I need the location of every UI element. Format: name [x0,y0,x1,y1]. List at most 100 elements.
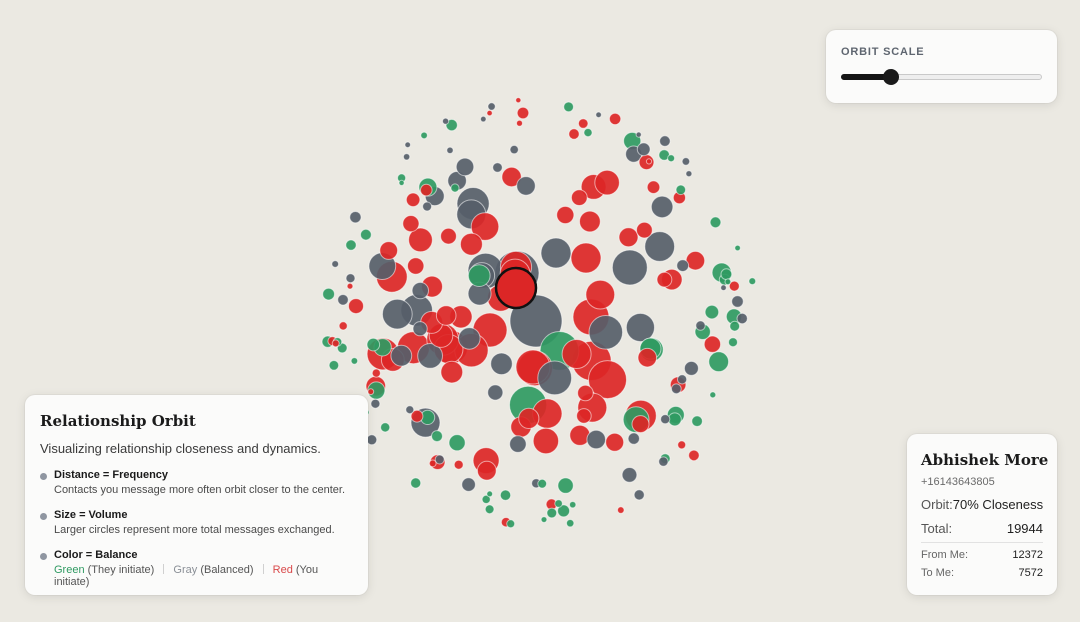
contact-bubble[interactable] [720,284,727,292]
contact-bubble[interactable] [556,205,575,225]
contact-bubble[interactable] [570,242,602,274]
contact-bubble[interactable] [540,516,548,523]
contact-bubble[interactable] [611,249,648,286]
contact-bubble[interactable] [481,494,491,504]
contact-bubble[interactable] [476,460,497,481]
contact-bubble[interactable] [405,192,421,208]
contact-bubble[interactable] [417,343,444,369]
contact-bubble[interactable] [398,179,405,186]
contact-bubble[interactable] [366,434,378,446]
contact-bubble[interactable] [731,295,744,308]
contact-bubble[interactable] [608,112,622,126]
contact-bubble[interactable] [728,337,738,348]
contact-bubble[interactable] [645,158,653,165]
contact-bubble[interactable] [736,312,748,325]
contact-bubble[interactable] [594,169,620,196]
contact-bubble[interactable] [350,357,359,365]
contact-bubble[interactable] [709,216,722,229]
contact-bubble[interactable] [585,279,616,310]
contact-bubble[interactable] [470,212,500,241]
orbit-scale-slider[interactable] [841,69,1042,85]
contact-bubble[interactable] [557,477,574,494]
contact-bubble[interactable] [402,153,411,161]
contact-bubble[interactable] [455,157,475,177]
contact-bubble[interactable] [322,287,336,301]
contact-bubble[interactable] [506,519,516,529]
contact-bubble[interactable] [487,384,504,401]
contact-bubble[interactable] [569,501,577,509]
contact-bubble[interactable] [516,106,530,120]
contact-bubble[interactable] [688,449,700,462]
contact-bubble[interactable] [570,189,588,207]
contact-bubble[interactable] [440,360,464,384]
contact-bubble[interactable] [328,360,340,371]
selected-contact-bubble[interactable] [494,266,538,310]
contact-bubble[interactable] [617,506,625,514]
contact-bubble[interactable] [331,339,340,348]
contact-bubble[interactable] [588,315,624,350]
contact-bubble[interactable] [518,407,540,429]
contact-bubble[interactable] [461,477,476,492]
contact-bubble[interactable] [411,281,429,300]
contact-bubble[interactable] [729,320,741,332]
contact-bubble[interactable] [675,184,687,196]
contact-bubble[interactable] [670,383,682,395]
contact-bubble[interactable] [728,280,740,292]
contact-bubble[interactable] [428,459,437,468]
contact-bubble[interactable] [618,227,639,248]
contact-bubble[interactable] [633,489,645,501]
contact-bubble[interactable] [588,360,627,400]
contact-bubble[interactable] [412,321,428,337]
contact-bubble[interactable] [345,239,357,251]
contact-bubble[interactable] [440,227,457,245]
contact-bubble[interactable] [703,335,722,353]
contact-bubble[interactable] [487,102,496,111]
contact-bubble[interactable] [677,374,688,385]
contact-bubble[interactable] [540,237,572,269]
contact-bubble[interactable] [637,347,658,368]
contact-bubble[interactable] [442,117,450,125]
contact-bubble[interactable] [605,432,625,452]
contact-bubble[interactable] [708,351,730,373]
contact-bubble[interactable] [579,210,601,233]
contact-bubble[interactable] [554,499,563,508]
contact-bubble[interactable] [499,489,512,501]
contact-bubble[interactable] [420,183,433,197]
contact-bubble[interactable] [371,368,381,378]
contact-bubble[interactable] [380,422,391,433]
contact-bubble[interactable] [486,490,494,498]
contact-bubble[interactable] [546,507,558,519]
contact-bubble[interactable] [577,384,594,402]
contact-bubble[interactable] [379,241,399,260]
contact-bubble[interactable] [627,432,640,445]
contact-bubble[interactable] [734,244,741,252]
contact-bubble[interactable] [349,211,362,224]
contact-bubble[interactable] [561,339,592,369]
contact-bubble[interactable] [625,312,656,343]
contact-bubble[interactable] [677,440,687,450]
contact-bubble[interactable] [704,304,720,320]
contact-bubble[interactable] [434,454,445,465]
contact-bubble[interactable] [748,277,757,286]
contact-bubble[interactable] [644,231,676,262]
contact-bubble[interactable] [408,227,433,253]
contact-bubble[interactable] [492,162,503,173]
contact-bubble[interactable] [458,327,481,350]
contact-bubble[interactable] [345,273,356,284]
contact-bubble[interactable] [501,166,522,188]
contact-bubble[interactable] [516,176,536,196]
contact-bubble[interactable] [621,467,638,483]
contact-bubble[interactable] [681,157,691,166]
contact-bubble[interactable] [631,415,650,434]
contact-bubble[interactable] [453,459,464,470]
contact-bubble[interactable] [390,344,413,367]
contact-bubble[interactable] [636,142,651,157]
contact-bubble[interactable] [484,504,495,515]
contact-bubble[interactable] [490,352,513,376]
contact-bubble[interactable] [656,271,673,288]
contact-bubble[interactable] [646,180,661,194]
contact-bubble[interactable] [410,409,424,423]
contact-bubble[interactable] [338,321,348,331]
contact-bubble[interactable] [448,434,466,452]
contact-bubble[interactable] [366,337,381,352]
